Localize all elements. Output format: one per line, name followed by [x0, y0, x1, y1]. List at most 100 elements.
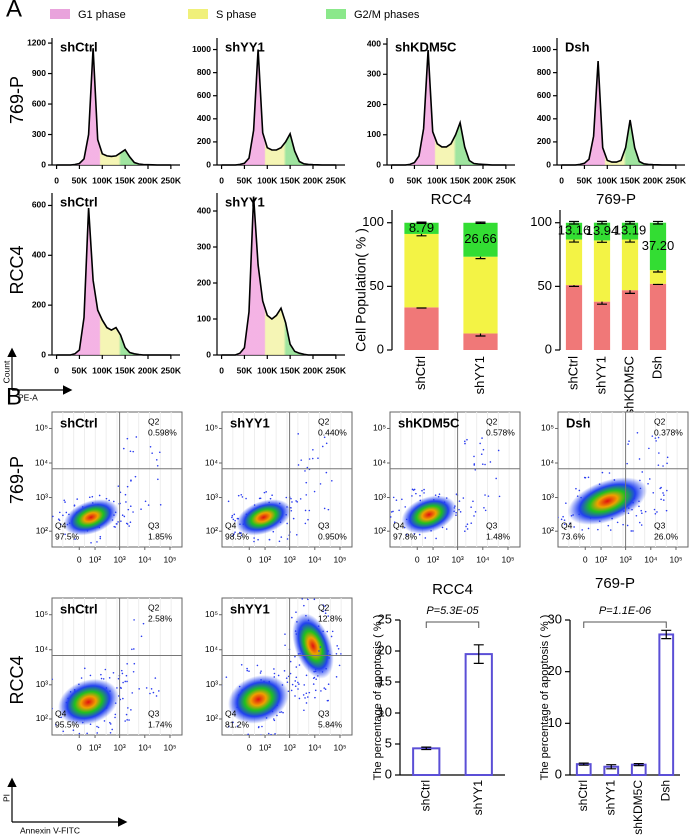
bar-segment [649, 270, 667, 284]
event-dot [648, 447, 650, 450]
event-dot [308, 509, 311, 512]
event-dot [638, 505, 640, 508]
error-bar [473, 644, 484, 664]
event-dot [158, 451, 161, 454]
event-dot [117, 521, 119, 523]
event-dot [62, 730, 65, 733]
y-tick-label: 0 [206, 159, 211, 169]
event-dot [401, 498, 403, 501]
event-dot [480, 453, 483, 456]
event-dot [563, 519, 566, 521]
x-tick-label: 0 [54, 175, 59, 185]
x-tick-label: shCtrl [413, 356, 428, 390]
event-dot [158, 690, 160, 692]
event-dot [133, 619, 135, 621]
event-dot [301, 598, 304, 600]
quadrant-name: Q3 [148, 708, 160, 718]
event-dot [124, 680, 127, 683]
event-dot [154, 677, 157, 679]
event-dot [313, 490, 316, 493]
x-tick-label: shYY1 [471, 780, 485, 816]
event-dot [295, 611, 297, 613]
event-dot [145, 687, 148, 689]
event-dot [253, 540, 255, 543]
event-dot [584, 476, 587, 479]
event-dot [305, 494, 308, 496]
event-dot [323, 436, 326, 439]
event-dot [481, 437, 483, 439]
event-dot [240, 532, 242, 534]
event-dot [336, 645, 338, 647]
quadrant-value: 98.5% [225, 531, 250, 541]
histogram-line [56, 48, 171, 166]
x-tick-label: 200K [138, 365, 159, 375]
event-dot [124, 493, 127, 496]
x-tick-label: 150K [450, 175, 471, 185]
event-dot [466, 528, 469, 530]
event-dot [240, 493, 243, 496]
bar-segment [621, 239, 639, 291]
x-tick-label: 10² [89, 742, 101, 752]
event-dot [232, 518, 235, 521]
event-dot [325, 442, 328, 445]
event-dot [217, 700, 219, 702]
event-dot [240, 664, 243, 666]
event-dot [474, 511, 477, 513]
event-dot [657, 436, 660, 439]
event-dot [219, 715, 221, 717]
y-tick-label: 0 [41, 349, 46, 359]
bar-segment [565, 222, 583, 240]
event-dot [128, 719, 130, 721]
quadrant-name: Q2 [318, 416, 330, 426]
event-dot [138, 688, 140, 690]
event-dot [424, 537, 427, 539]
y-tick-label: 10⁵ [35, 423, 48, 433]
x-tick-label: 0 [559, 175, 564, 185]
x-tick-label: 0 [389, 175, 394, 185]
event-dot [319, 483, 322, 485]
event-dot [123, 515, 126, 518]
event-dot [291, 683, 294, 686]
event-dot [305, 481, 308, 484]
event-dot [638, 458, 641, 460]
event-dot [472, 500, 474, 503]
event-dot [62, 514, 64, 517]
event-dot [551, 488, 553, 490]
quadrant-name: Q3 [654, 520, 666, 530]
event-dot [272, 530, 275, 533]
event-dot [108, 677, 111, 679]
event-dot [654, 437, 657, 439]
quadrant-value: 1.48% [486, 531, 511, 541]
row-label: RCC4 [7, 655, 27, 704]
y-tick-label: 10⁵ [205, 609, 218, 619]
density-cloud [292, 613, 334, 679]
panel-title: shYY1 [230, 601, 270, 616]
x-tick-label: 10² [89, 554, 101, 564]
event-dot [587, 476, 590, 479]
chart-title: RCC4 [432, 581, 473, 598]
x-tick-label: 100K [427, 175, 448, 185]
event-dot [159, 504, 162, 506]
quadrant-value: 95.5% [55, 719, 80, 729]
event-dot [225, 676, 228, 678]
event-dot [489, 461, 492, 463]
event-dot [126, 719, 128, 721]
event-dot [662, 465, 664, 467]
y-tick-label: 10³ [542, 492, 554, 502]
panel-title: shCtrl [60, 415, 98, 430]
x-tick-label: 0 [583, 554, 588, 564]
x-tick-label: 150K [280, 365, 301, 375]
event-dot [316, 593, 318, 595]
event-dot [286, 538, 289, 540]
event-dot [285, 677, 288, 679]
x-tick-label: 150K [280, 175, 301, 185]
event-dot [587, 527, 590, 530]
error-bar [633, 763, 644, 767]
event-dot [278, 540, 281, 543]
event-dot [124, 720, 126, 722]
axis-label: PE-A [18, 392, 38, 402]
event-dot [326, 699, 329, 702]
y-tick-label: 900 [32, 68, 46, 78]
event-dot [666, 462, 668, 465]
bar-segment [649, 222, 667, 271]
